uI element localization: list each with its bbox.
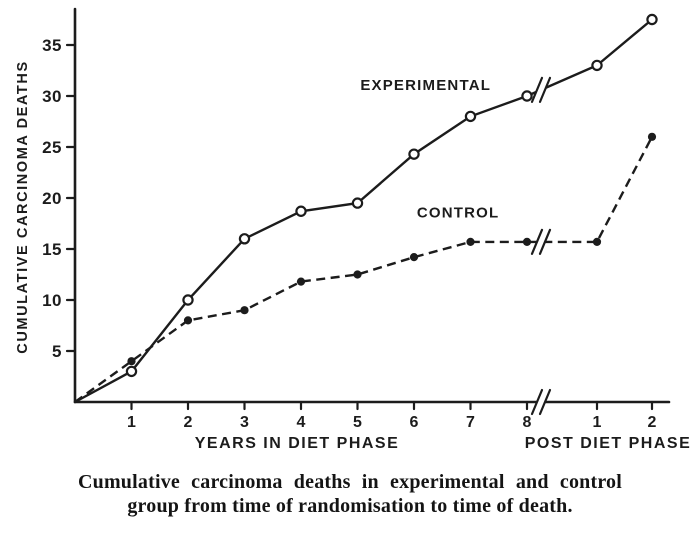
marker-open-circle bbox=[125, 365, 138, 378]
marker-filled-circle bbox=[592, 237, 602, 246]
marker-open-circle bbox=[182, 294, 194, 306]
axis-break-mark bbox=[532, 77, 550, 102]
marker-filled-circle bbox=[353, 270, 362, 279]
marker-filled-circle bbox=[183, 316, 193, 325]
axis-break-mark bbox=[532, 390, 550, 414]
marker-filled-circle bbox=[522, 237, 532, 246]
x-tick-label: 7 bbox=[466, 414, 475, 431]
y-tick-label: 35 bbox=[42, 36, 62, 55]
x-tick-label: 2 bbox=[184, 414, 193, 431]
marker-filled-circle bbox=[466, 237, 475, 246]
y-axis-title: CUMULATIVE CARCINOMA DEATHS bbox=[15, 60, 31, 353]
marker-open-circle bbox=[295, 205, 307, 217]
y-tick-label: 10 bbox=[42, 291, 62, 310]
marker-filled-circle bbox=[409, 253, 419, 262]
marker-filled-circle bbox=[647, 132, 657, 141]
x-tick-label: 8 bbox=[523, 414, 532, 431]
series-label-control: CONTROL bbox=[417, 204, 500, 221]
y-tick-label: 5 bbox=[52, 342, 62, 361]
marker-open-circle bbox=[351, 197, 364, 209]
series-line-control bbox=[74, 136, 654, 403]
caption-line-1: Cumulative carcinoma deaths in experimen… bbox=[77, 471, 623, 493]
x-axis-title-post: POST DIET PHASE bbox=[525, 435, 692, 452]
marker-open-circle bbox=[591, 59, 603, 72]
x-tick-label: 2 bbox=[648, 414, 657, 431]
figure-caption: Cumulative carcinoma deaths in experimen… bbox=[0, 471, 700, 518]
marker-filled-circle bbox=[240, 306, 249, 315]
series-label-experimental: EXPERIMENTAL bbox=[360, 77, 491, 94]
x-tick-label: 5 bbox=[353, 414, 362, 431]
x-tick-label: 4 bbox=[297, 414, 306, 431]
y-tick-label: 25 bbox=[42, 138, 62, 157]
marker-open-circle bbox=[238, 233, 251, 245]
caption-line-2: group from time of randomisation to time… bbox=[127, 495, 573, 517]
y-tick-label: 20 bbox=[42, 189, 62, 208]
marker-filled-circle bbox=[296, 277, 306, 286]
x-tick-label: 1 bbox=[127, 414, 136, 431]
y-tick-label: 15 bbox=[42, 240, 62, 259]
y-tick-label: 30 bbox=[42, 87, 62, 106]
marker-open-circle bbox=[408, 148, 420, 160]
axis-break-mark bbox=[532, 229, 550, 254]
marker-open-circle bbox=[521, 90, 533, 102]
x-tick-label: 1 bbox=[593, 414, 602, 431]
marker-open-circle bbox=[464, 110, 477, 123]
marker-filled-circle bbox=[127, 357, 136, 366]
x-axis-title-diet: YEARS IN DIET PHASE bbox=[195, 435, 400, 452]
x-tick-label: 3 bbox=[240, 414, 249, 431]
marker-open-circle bbox=[646, 13, 658, 26]
x-tick-label: 6 bbox=[410, 414, 419, 431]
